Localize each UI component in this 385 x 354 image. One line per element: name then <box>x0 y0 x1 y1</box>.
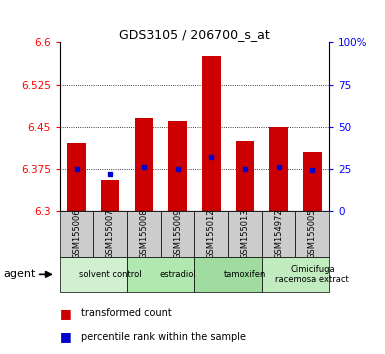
Text: ■: ■ <box>60 331 72 343</box>
Bar <box>135 118 153 211</box>
Text: percentile rank within the sample: percentile rank within the sample <box>81 332 246 342</box>
Text: GSM155008: GSM155008 <box>139 208 148 259</box>
Text: GSM155013: GSM155013 <box>241 208 249 259</box>
Title: GDS3105 / 206700_s_at: GDS3105 / 206700_s_at <box>119 28 270 41</box>
Bar <box>127 257 194 292</box>
Bar <box>93 211 127 257</box>
Text: GSM155009: GSM155009 <box>173 209 182 259</box>
Bar <box>228 211 262 257</box>
Bar <box>303 152 321 211</box>
Text: GSM155007: GSM155007 <box>106 208 115 259</box>
Text: ■: ■ <box>60 307 72 320</box>
Bar <box>202 57 221 211</box>
Bar <box>194 211 228 257</box>
Bar <box>101 180 119 211</box>
Text: solvent control: solvent control <box>79 270 142 279</box>
Text: GSM155012: GSM155012 <box>207 209 216 259</box>
Bar <box>296 211 329 257</box>
Text: GSM155006: GSM155006 <box>72 208 81 259</box>
Text: agent: agent <box>4 269 36 279</box>
Bar <box>161 211 194 257</box>
Text: GSM154972: GSM154972 <box>274 208 283 259</box>
Bar <box>262 257 329 292</box>
Bar <box>168 121 187 211</box>
Text: transformed count: transformed count <box>81 308 172 318</box>
Text: GSM155005: GSM155005 <box>308 209 317 259</box>
Text: estradiol: estradiol <box>159 270 196 279</box>
Text: Cimicifuga
racemosa extract: Cimicifuga racemosa extract <box>275 265 349 284</box>
Bar <box>236 141 254 211</box>
Bar <box>262 211 296 257</box>
Bar <box>194 257 262 292</box>
Bar <box>270 126 288 211</box>
Bar <box>60 211 93 257</box>
Bar <box>67 143 86 211</box>
Bar <box>60 257 127 292</box>
Bar <box>127 211 161 257</box>
Text: tamoxifen: tamoxifen <box>224 270 266 279</box>
